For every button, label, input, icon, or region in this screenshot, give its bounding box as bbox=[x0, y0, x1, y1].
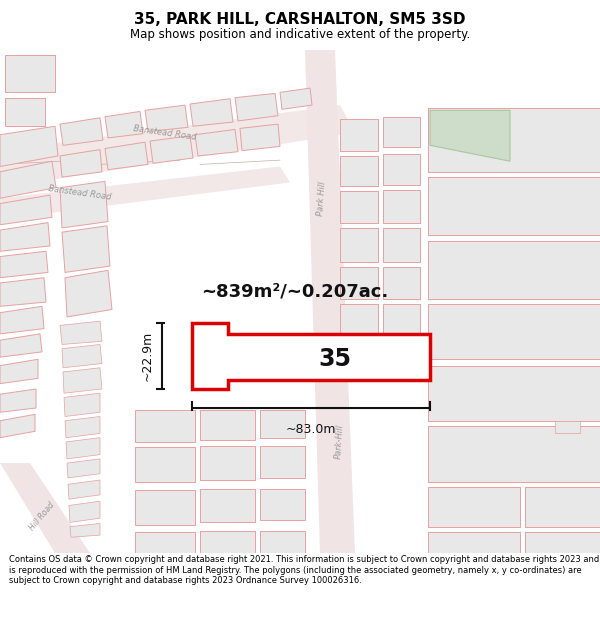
Polygon shape bbox=[0, 334, 42, 357]
Text: Hill Road: Hill Road bbox=[28, 500, 56, 532]
Polygon shape bbox=[150, 136, 193, 163]
Polygon shape bbox=[5, 98, 45, 126]
Polygon shape bbox=[260, 410, 305, 437]
Polygon shape bbox=[340, 156, 378, 186]
Polygon shape bbox=[69, 501, 100, 522]
Polygon shape bbox=[200, 446, 255, 480]
Polygon shape bbox=[135, 489, 195, 524]
Polygon shape bbox=[60, 149, 102, 177]
Polygon shape bbox=[0, 166, 290, 219]
Polygon shape bbox=[135, 448, 195, 482]
Polygon shape bbox=[62, 226, 110, 272]
Polygon shape bbox=[428, 108, 600, 172]
Polygon shape bbox=[555, 421, 580, 433]
Polygon shape bbox=[428, 488, 520, 527]
Polygon shape bbox=[0, 105, 355, 188]
Text: Map shows position and indicative extent of the property.: Map shows position and indicative extent… bbox=[130, 28, 470, 41]
Text: 35: 35 bbox=[319, 348, 352, 371]
Polygon shape bbox=[260, 531, 305, 553]
Polygon shape bbox=[428, 177, 600, 236]
Polygon shape bbox=[200, 531, 255, 553]
Polygon shape bbox=[105, 111, 143, 138]
Polygon shape bbox=[65, 271, 112, 317]
Polygon shape bbox=[70, 524, 100, 538]
Polygon shape bbox=[67, 459, 100, 478]
Polygon shape bbox=[190, 99, 233, 126]
Polygon shape bbox=[63, 368, 102, 393]
Polygon shape bbox=[0, 195, 52, 225]
Text: Contains OS data © Crown copyright and database right 2021. This information is : Contains OS data © Crown copyright and d… bbox=[9, 555, 599, 585]
Polygon shape bbox=[62, 344, 102, 367]
Text: Park Hill: Park Hill bbox=[316, 181, 328, 216]
Polygon shape bbox=[260, 489, 305, 520]
Polygon shape bbox=[65, 416, 100, 437]
Polygon shape bbox=[383, 228, 420, 262]
Polygon shape bbox=[0, 161, 56, 198]
Polygon shape bbox=[145, 105, 188, 131]
Text: ~83.0m: ~83.0m bbox=[286, 423, 336, 436]
Text: Banstead Road: Banstead Road bbox=[48, 184, 112, 202]
Polygon shape bbox=[383, 154, 420, 184]
Polygon shape bbox=[200, 489, 255, 522]
Polygon shape bbox=[0, 463, 90, 553]
Polygon shape bbox=[66, 438, 100, 459]
Polygon shape bbox=[340, 267, 378, 299]
Polygon shape bbox=[235, 93, 278, 121]
Polygon shape bbox=[428, 426, 600, 482]
Polygon shape bbox=[0, 359, 38, 384]
Polygon shape bbox=[428, 532, 520, 553]
Polygon shape bbox=[195, 129, 238, 156]
Polygon shape bbox=[105, 142, 148, 170]
Polygon shape bbox=[0, 126, 58, 166]
Text: Banstead Road: Banstead Road bbox=[133, 124, 197, 141]
Polygon shape bbox=[60, 181, 108, 228]
Polygon shape bbox=[200, 410, 255, 440]
Polygon shape bbox=[60, 118, 103, 146]
Polygon shape bbox=[0, 389, 36, 412]
Polygon shape bbox=[383, 304, 420, 334]
Polygon shape bbox=[525, 532, 600, 553]
Polygon shape bbox=[60, 321, 102, 344]
Polygon shape bbox=[68, 480, 100, 499]
Polygon shape bbox=[260, 446, 305, 478]
Polygon shape bbox=[5, 55, 55, 92]
Polygon shape bbox=[383, 339, 420, 373]
Polygon shape bbox=[340, 119, 378, 151]
Polygon shape bbox=[305, 50, 355, 553]
Polygon shape bbox=[340, 228, 378, 262]
Polygon shape bbox=[428, 366, 600, 421]
Polygon shape bbox=[0, 222, 50, 251]
Polygon shape bbox=[0, 278, 46, 306]
Polygon shape bbox=[0, 251, 48, 278]
Polygon shape bbox=[383, 117, 420, 148]
Text: Park-Hill: Park-Hill bbox=[334, 424, 346, 459]
Polygon shape bbox=[135, 410, 195, 442]
Polygon shape bbox=[0, 306, 44, 334]
Polygon shape bbox=[383, 190, 420, 222]
Polygon shape bbox=[340, 304, 378, 336]
Polygon shape bbox=[64, 393, 100, 416]
Polygon shape bbox=[280, 88, 312, 109]
Polygon shape bbox=[0, 414, 35, 437]
Polygon shape bbox=[383, 267, 420, 299]
Polygon shape bbox=[525, 488, 600, 527]
Polygon shape bbox=[430, 111, 510, 161]
Polygon shape bbox=[428, 241, 600, 299]
Text: ~839m²/~0.207ac.: ~839m²/~0.207ac. bbox=[202, 282, 389, 301]
Polygon shape bbox=[240, 124, 280, 151]
Polygon shape bbox=[192, 323, 430, 389]
Polygon shape bbox=[340, 191, 378, 222]
Polygon shape bbox=[135, 532, 195, 553]
Polygon shape bbox=[428, 304, 600, 359]
Text: 35, PARK HILL, CARSHALTON, SM5 3SD: 35, PARK HILL, CARSHALTON, SM5 3SD bbox=[134, 12, 466, 28]
Text: ~22.9m: ~22.9m bbox=[141, 331, 154, 381]
